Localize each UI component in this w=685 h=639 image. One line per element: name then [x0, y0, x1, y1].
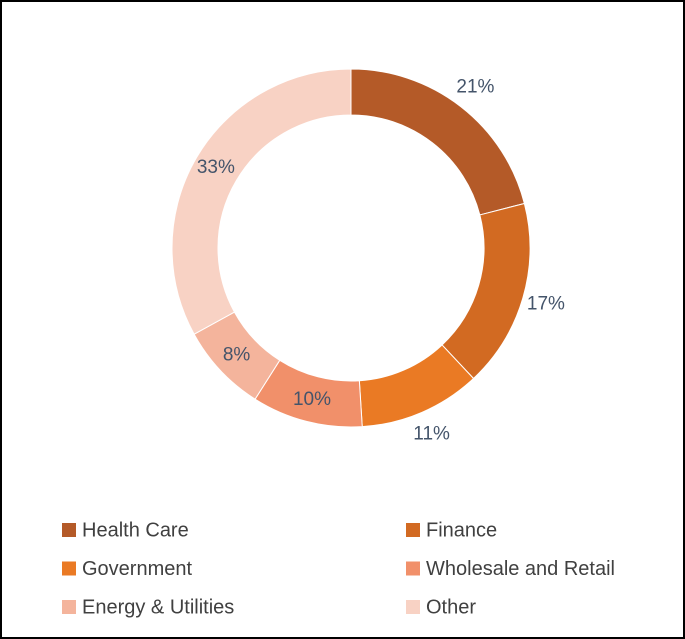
legend-swatch — [406, 523, 420, 537]
donut-segment — [171, 68, 352, 335]
data-label: 33% — [197, 157, 235, 178]
data-label: 10% — [293, 389, 331, 410]
data-label: 21% — [456, 77, 494, 98]
legend-swatch — [406, 600, 420, 614]
legend-label: Finance — [426, 519, 497, 541]
legend-label: Health Care — [82, 519, 189, 541]
legend-label: Other — [426, 596, 476, 618]
data-label: 8% — [223, 344, 251, 365]
data-label: 11% — [413, 423, 450, 444]
legend-swatch — [62, 523, 76, 537]
legend-swatch — [406, 561, 420, 576]
legend-label: Energy & Utilities — [82, 596, 234, 618]
legend-swatch — [62, 561, 76, 576]
legend-label: Government — [82, 558, 192, 580]
legend-swatch — [62, 600, 76, 614]
data-label: 17% — [527, 294, 565, 315]
legend-label: Wholesale and Retail — [426, 558, 615, 580]
